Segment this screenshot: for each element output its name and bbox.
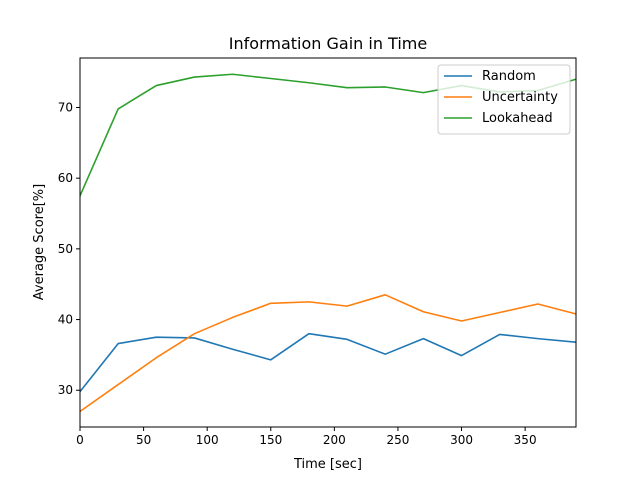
y-tick-label: 50 [58, 242, 73, 256]
x-tick-label: 0 [76, 433, 84, 447]
legend: Random Uncertainty Lookahead [437, 64, 571, 135]
legend-box [437, 64, 571, 135]
x-axis-label: Time [sec] [293, 457, 362, 472]
chart-title: Information Gain in Time [229, 34, 427, 53]
y-tick-label: 40 [58, 313, 73, 327]
y-axis-label: Average Score[%] [32, 184, 47, 300]
y-tick-label: 60 [58, 171, 73, 185]
x-tick-label: 250 [386, 433, 409, 447]
legend-label-lookahead: Lookahead [482, 111, 553, 126]
y-tick-label: 30 [58, 383, 73, 397]
x-tick-label: 300 [450, 433, 473, 447]
x-tick-label: 200 [323, 433, 346, 447]
series-line-random [80, 332, 576, 393]
legend-label-uncertainty: Uncertainty [482, 90, 558, 105]
plot-frame [79, 57, 577, 428]
y-tick-label: 70 [58, 100, 73, 114]
x-tick-label: 100 [196, 433, 219, 447]
x-tick-label: 50 [136, 433, 151, 447]
x-tick-label: 150 [259, 433, 282, 447]
y-axis: 30 40 50 60 70 [58, 100, 80, 397]
x-axis: 0 50 100 150 200 250 300 350 [76, 427, 537, 447]
legend-label-random: Random [482, 69, 536, 84]
x-tick-label: 350 [514, 433, 537, 447]
series-line-uncertainty [80, 294, 576, 413]
